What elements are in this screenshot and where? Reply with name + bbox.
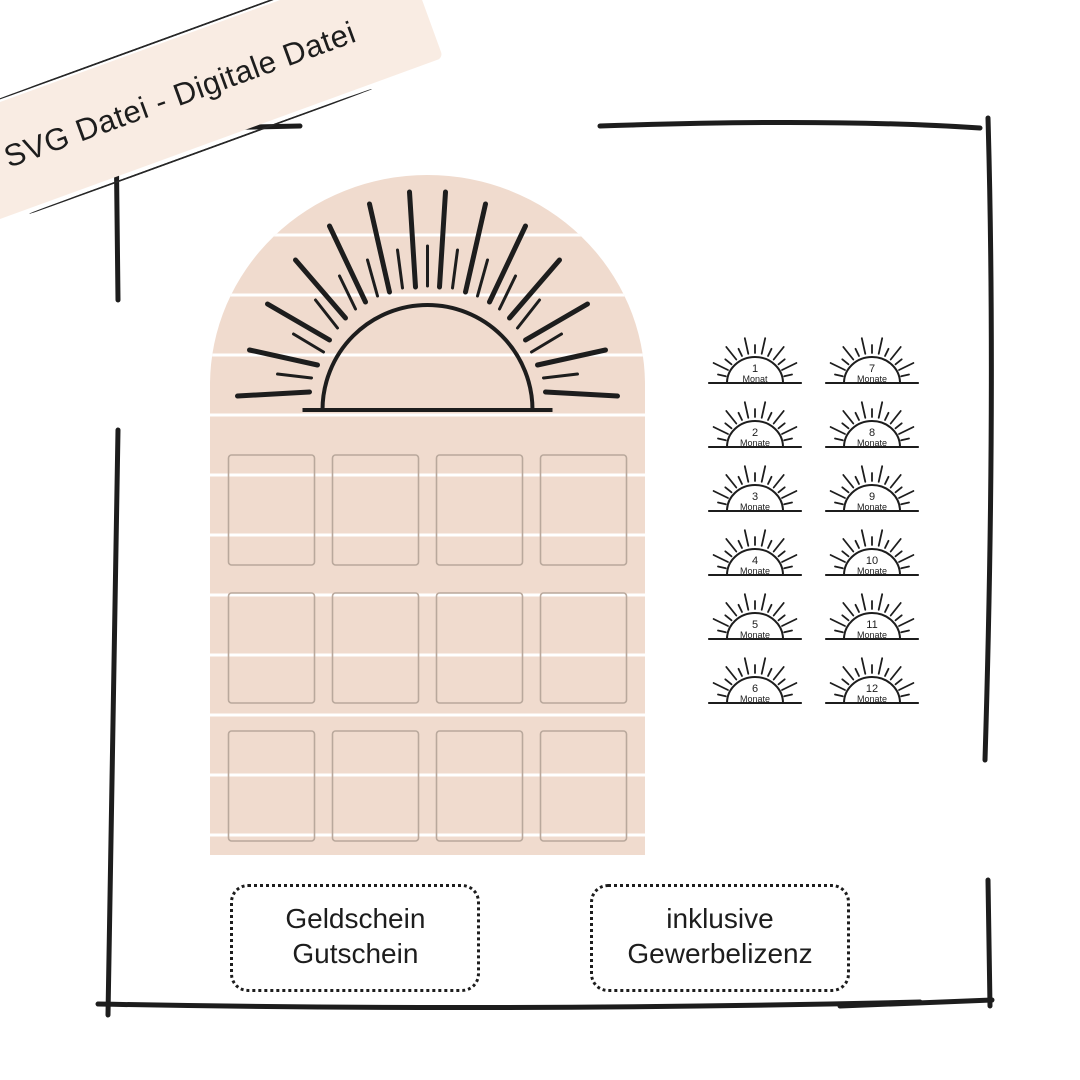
- svg-text:Monate: Monate: [857, 438, 887, 448]
- svg-text:Monate: Monate: [857, 566, 887, 576]
- month-token: 7 Monate: [822, 335, 922, 389]
- svg-text:Monate: Monate: [857, 374, 887, 384]
- month-token: 1 Monat: [705, 335, 805, 389]
- svg-text:Monat: Monat: [742, 374, 768, 384]
- pill-license: inklusive Gewerbelizenz: [590, 884, 849, 992]
- month-token: 9 Monate: [822, 463, 922, 517]
- month-token: 6 Monate: [705, 655, 805, 709]
- month-token: 5 Monate: [705, 591, 805, 645]
- svg-text:Monate: Monate: [740, 630, 770, 640]
- svg-text:Monate: Monate: [857, 630, 887, 640]
- svg-text:Monate: Monate: [857, 694, 887, 704]
- pill-voucher-line2: Gutschein: [267, 936, 443, 971]
- month-token: 12 Monate: [822, 655, 922, 709]
- svg-text:Monate: Monate: [740, 566, 770, 576]
- month-token: 2 Monate: [705, 399, 805, 453]
- svg-text:Monate: Monate: [740, 694, 770, 704]
- svg-text:Monate: Monate: [740, 502, 770, 512]
- month-token: 8 Monate: [822, 399, 922, 453]
- month-token: 11 Monate: [822, 591, 922, 645]
- arch-board: [210, 175, 645, 855]
- bottom-info-pills: Geldschein Gutschein inklusive Gewerbeli…: [0, 884, 1080, 992]
- svg-text:Monate: Monate: [857, 502, 887, 512]
- pill-voucher-line1: Geldschein: [267, 901, 443, 936]
- month-token: 3 Monate: [705, 463, 805, 517]
- month-tokens-grid: 1 Monat 7 Monate 2 Monate 8 Monate 3 Mon…: [705, 335, 925, 709]
- pill-license-line2: Gewerbelizenz: [627, 936, 812, 971]
- svg-text:Monate: Monate: [740, 438, 770, 448]
- pill-voucher: Geldschein Gutschein: [230, 884, 480, 992]
- pill-license-line1: inklusive: [627, 901, 812, 936]
- month-token: 10 Monate: [822, 527, 922, 581]
- month-token: 4 Monate: [705, 527, 805, 581]
